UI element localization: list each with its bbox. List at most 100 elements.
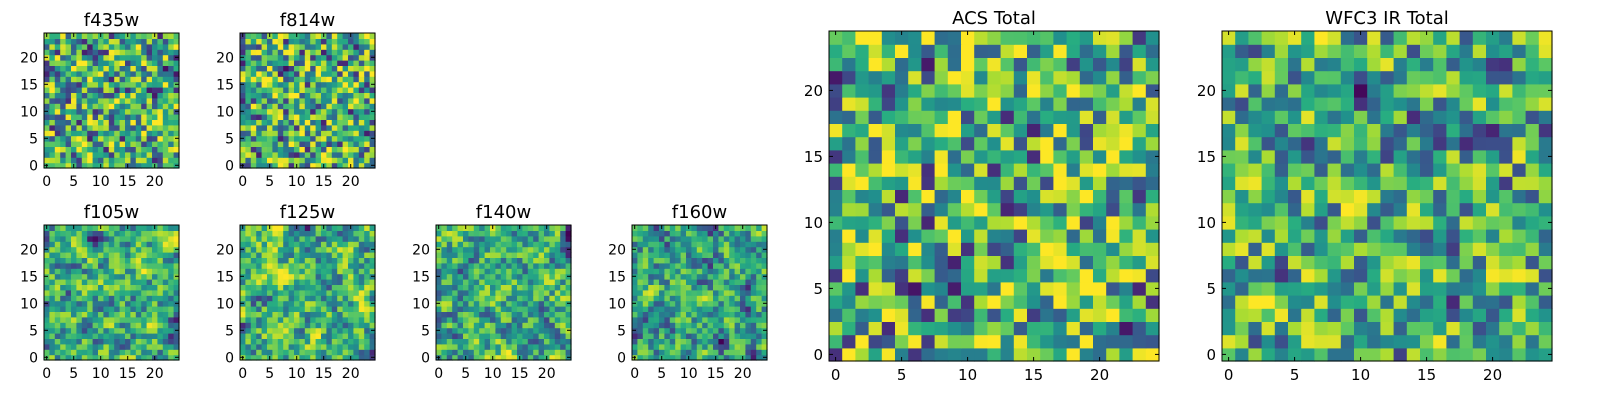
heatmap-cell xyxy=(261,225,268,231)
heatmap-cell xyxy=(256,87,263,93)
heatmap-cell xyxy=(675,225,682,231)
heatmap-cell xyxy=(675,252,682,258)
heatmap-cell xyxy=(135,70,142,77)
heatmap-cell xyxy=(544,235,550,242)
heatmap-cell xyxy=(1472,255,1487,270)
heatmap-cell xyxy=(283,311,290,318)
heatmap-cell xyxy=(637,327,644,334)
heatmap-cell xyxy=(65,43,72,50)
heatmap-cell xyxy=(157,327,164,334)
heatmap-cell xyxy=(119,262,126,269)
heatmap-cell xyxy=(522,311,529,318)
heatmap-cell xyxy=(653,333,660,339)
heatmap-cell xyxy=(173,33,180,39)
heatmap-cell xyxy=(1446,321,1461,336)
heatmap-cell xyxy=(321,141,327,147)
heatmap-cell xyxy=(829,163,843,177)
heatmap-cell xyxy=(277,343,284,350)
heatmap-cell xyxy=(723,338,730,345)
heatmap-cell xyxy=(1079,308,1094,322)
heatmap-cell xyxy=(1486,255,1500,270)
heatmap-cell xyxy=(490,230,496,237)
heatmap-cell xyxy=(141,241,148,248)
heatmap-cell xyxy=(1472,334,1487,349)
heatmap-cell xyxy=(691,354,698,361)
heatmap-cell xyxy=(1486,215,1500,230)
heatmap-cell xyxy=(369,92,376,99)
heatmap-cell xyxy=(648,333,655,339)
heatmap-cell xyxy=(135,146,142,153)
heatmap-cell xyxy=(463,235,469,242)
heatmap-cell xyxy=(44,241,50,248)
heatmap-cell xyxy=(364,38,371,45)
heatmap-cell xyxy=(364,70,371,77)
heatmap-cell xyxy=(130,354,137,361)
heatmap-cell xyxy=(560,333,567,339)
heatmap-cell xyxy=(868,242,883,256)
heatmap-cell xyxy=(173,43,180,50)
heatmap-cell xyxy=(272,257,279,264)
heatmap-cell xyxy=(961,149,975,164)
heatmap-cell xyxy=(103,70,110,77)
heatmap-cell xyxy=(326,141,333,147)
heatmap-cell xyxy=(288,257,295,264)
heatmap-cell xyxy=(119,257,126,264)
heatmap-cell xyxy=(283,114,290,120)
heatmap-cell xyxy=(277,300,284,307)
heatmap-cell xyxy=(342,322,349,329)
heatmap-cell xyxy=(364,235,371,242)
heatmap-cell xyxy=(162,311,169,318)
heatmap-cell xyxy=(358,252,365,258)
heatmap-cell xyxy=(65,97,72,104)
heatmap-cell xyxy=(76,268,83,275)
heatmap-cell xyxy=(130,252,137,258)
heatmap-cell xyxy=(479,257,486,264)
heatmap-cell xyxy=(49,92,56,99)
heatmap-cell xyxy=(326,268,333,275)
heatmap-cell xyxy=(92,135,99,142)
heatmap-cell xyxy=(511,343,518,350)
heatmap-cell xyxy=(987,229,1002,243)
heatmap-cell xyxy=(54,33,61,39)
heatmap-cell xyxy=(342,246,349,253)
heatmap-cell xyxy=(1000,295,1015,309)
heatmap-cell xyxy=(146,43,153,50)
heatmap-cell xyxy=(358,262,365,269)
heatmap-cell xyxy=(348,38,354,45)
heatmap-cell xyxy=(729,246,736,253)
heatmap-cell xyxy=(125,49,131,56)
heatmap-cell xyxy=(446,354,453,361)
heatmap-cell xyxy=(353,230,360,237)
heatmap-cell xyxy=(659,241,665,248)
heatmap-cell xyxy=(484,268,491,275)
heatmap-cell xyxy=(119,54,126,61)
heatmap-cell xyxy=(479,235,486,242)
heatmap-cell xyxy=(92,87,99,93)
heatmap-cell xyxy=(961,295,975,309)
heatmap-cell xyxy=(98,92,104,99)
heatmap-cell xyxy=(1093,295,1107,309)
heatmap-cell xyxy=(103,262,110,269)
heatmap-cell xyxy=(527,338,534,345)
heatmap-cell xyxy=(702,225,709,231)
heatmap-cell xyxy=(506,246,513,253)
heatmap-cell xyxy=(342,43,349,50)
heatmap-cell xyxy=(173,349,180,356)
heatmap-cell xyxy=(119,114,126,120)
heatmap-cell xyxy=(173,92,180,99)
heatmap-cell xyxy=(272,38,279,45)
heatmap-cell xyxy=(527,257,534,264)
heatmap-cell xyxy=(342,273,349,280)
heatmap-cell xyxy=(146,306,153,312)
heatmap-cell xyxy=(256,327,263,334)
heatmap-cell xyxy=(1301,189,1315,204)
heatmap-cell xyxy=(829,229,843,243)
heatmap-cell xyxy=(168,103,175,110)
heatmap-cell xyxy=(750,327,757,334)
heatmap-cell xyxy=(745,279,752,285)
heatmap-cell xyxy=(745,273,752,280)
y-tick-label: 5 xyxy=(29,131,38,147)
heatmap-cell xyxy=(342,157,349,164)
heatmap-cell xyxy=(337,49,344,56)
heatmap-cell xyxy=(723,257,730,264)
